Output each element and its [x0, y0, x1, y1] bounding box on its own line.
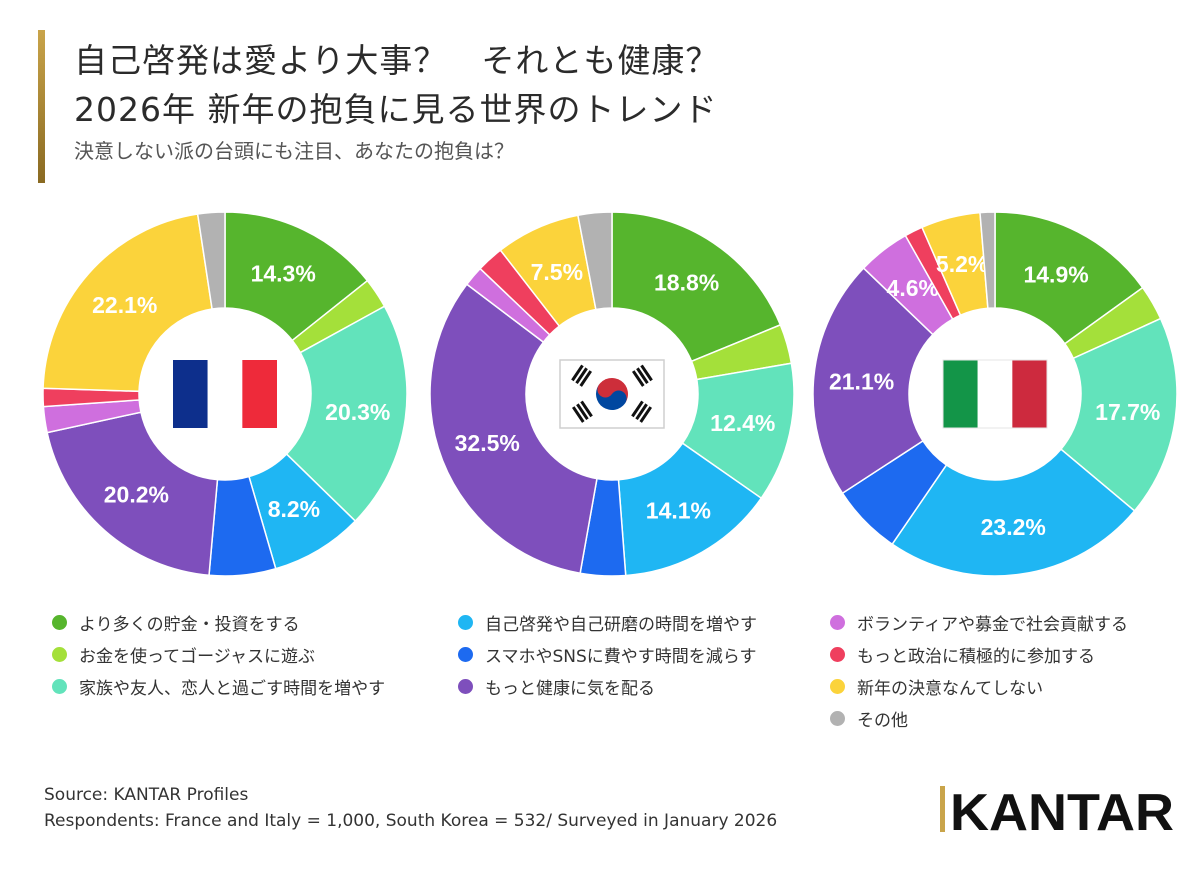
legend-label: ボランティアや募金で社会貢献する	[857, 614, 1128, 635]
data-label-family: 20.3%	[325, 399, 390, 425]
legend-swatch	[458, 646, 473, 662]
italy-flag-icon	[942, 359, 1048, 429]
legend-item-luxury: お金を使ってゴージャスに遊ぶ	[52, 638, 385, 670]
data-label-none: 5.2%	[936, 251, 988, 277]
donut-france: 14.3% 20.3% 8.2% 20.2% 22.1%	[42, 211, 408, 577]
kantar-logo: KANTAR	[940, 784, 1174, 838]
legend-label: もっと政治に積極的に参加する	[857, 646, 1095, 667]
legend-label: より多くの貯金・投資をする	[79, 614, 300, 635]
data-label-selfdev: 8.2%	[268, 496, 320, 522]
source-note: Source: KANTAR Profiles Respondents: Fra…	[44, 782, 777, 834]
legend-label: お金を使ってゴージャスに遊ぶ	[79, 646, 315, 667]
legend-column-1: より多くの貯金・投資をする お金を使ってゴージャスに遊ぶ家族や友人、恋人と過ごす時…	[52, 606, 385, 702]
data-label-none: 22.1%	[92, 292, 157, 318]
title-accent-bar	[38, 30, 45, 183]
legend-label: もっと健康に気を配る	[485, 678, 655, 699]
legend-swatch	[830, 646, 845, 662]
data-label-health: 32.5%	[455, 430, 520, 456]
legend-label: 新年の決意なんてしない	[857, 678, 1044, 699]
legend-item-other: その他	[830, 702, 1128, 734]
respondents-line: Respondents: France and Italy = 1,000, S…	[44, 811, 778, 831]
legend-label: 自己啓発や自己研磨の時間を増やす	[485, 614, 757, 635]
legend-swatch	[830, 678, 845, 694]
legend-swatch	[830, 614, 845, 630]
data-label-savings: 14.3%	[251, 260, 316, 286]
legend-column-2: 自己啓発や自己研磨の時間を増やす スマホやSNSに費やす時間を減らす もっと健康に気…	[458, 606, 757, 702]
legend-item-politics: もっと政治に積極的に参加する	[830, 638, 1128, 670]
legend-swatch	[458, 614, 473, 630]
legend-label: 家族や友人、恋人と過ごす時間を増やす	[79, 678, 386, 699]
donut-charts: 14.3% 20.3% 8.2% 20.2% 22.1% 18.8% 12.4% 14.1% 3…	[42, 211, 1178, 577]
legend-swatch	[458, 678, 473, 694]
legend-swatch	[52, 678, 67, 694]
data-label-none: 7.5%	[531, 259, 583, 285]
donut-south-korea: 18.8% 12.4% 14.1% 32.5% 7.5%	[429, 211, 795, 577]
data-label-selfdev: 23.2%	[981, 514, 1046, 540]
legend-item-none: 新年の決意なんてしない	[830, 670, 1128, 702]
page-title-line-2: 2026年 新年の抱負に見る世界のトレンド	[74, 90, 718, 129]
data-label-savings: 14.9%	[1023, 262, 1088, 288]
legend-swatch	[52, 646, 67, 662]
data-label-savings: 18.8%	[654, 270, 719, 296]
donut-italy: 14.9%17.7%23.2%21.1%4.6%5.2%	[812, 211, 1178, 577]
legend-item-selfdev: 自己啓発や自己研磨の時間を増やす	[458, 606, 757, 638]
kantar-logo-text: KANTAR	[950, 784, 1174, 838]
data-label-health: 20.2%	[104, 482, 169, 508]
legend-swatch	[830, 710, 845, 726]
data-label-family: 12.4%	[710, 410, 775, 436]
legend-column-3: ボランティアや募金で社会貢献する もっと政治に積極的に参加する 新年の決意なんてしな…	[830, 606, 1128, 734]
legend-item-savings: より多くの貯金・投資をする	[52, 606, 385, 638]
legend-swatch	[52, 614, 67, 630]
legend-label: その他	[857, 710, 908, 731]
data-label-selfdev: 14.1%	[646, 497, 711, 523]
kantar-logo-gold-bar	[940, 786, 945, 832]
data-label-family: 17.7%	[1095, 399, 1160, 425]
france-flag-icon	[173, 360, 277, 428]
south-korea-flag-icon	[559, 359, 665, 429]
page-title-line-1: 自己啓発は愛より大事？ それとも健康？	[74, 41, 720, 80]
legend-item-health: もっと健康に気を配る	[458, 670, 757, 702]
legend-item-phone: スマホやSNSに費やす時間を減らす	[458, 638, 757, 670]
legend-label: スマホやSNSに費やす時間を減らす	[485, 646, 757, 667]
legend-item-family: 家族や友人、恋人と過ごす時間を増やす	[52, 670, 385, 702]
legend-item-volunteer: ボランティアや募金で社会貢献する	[830, 606, 1128, 638]
source-line: Source: KANTAR Profiles	[44, 785, 249, 805]
data-label-health: 21.1%	[829, 368, 894, 394]
page-subtitle: 決意しない派の台頭にも注目、あなたの抱負は？	[74, 139, 514, 163]
